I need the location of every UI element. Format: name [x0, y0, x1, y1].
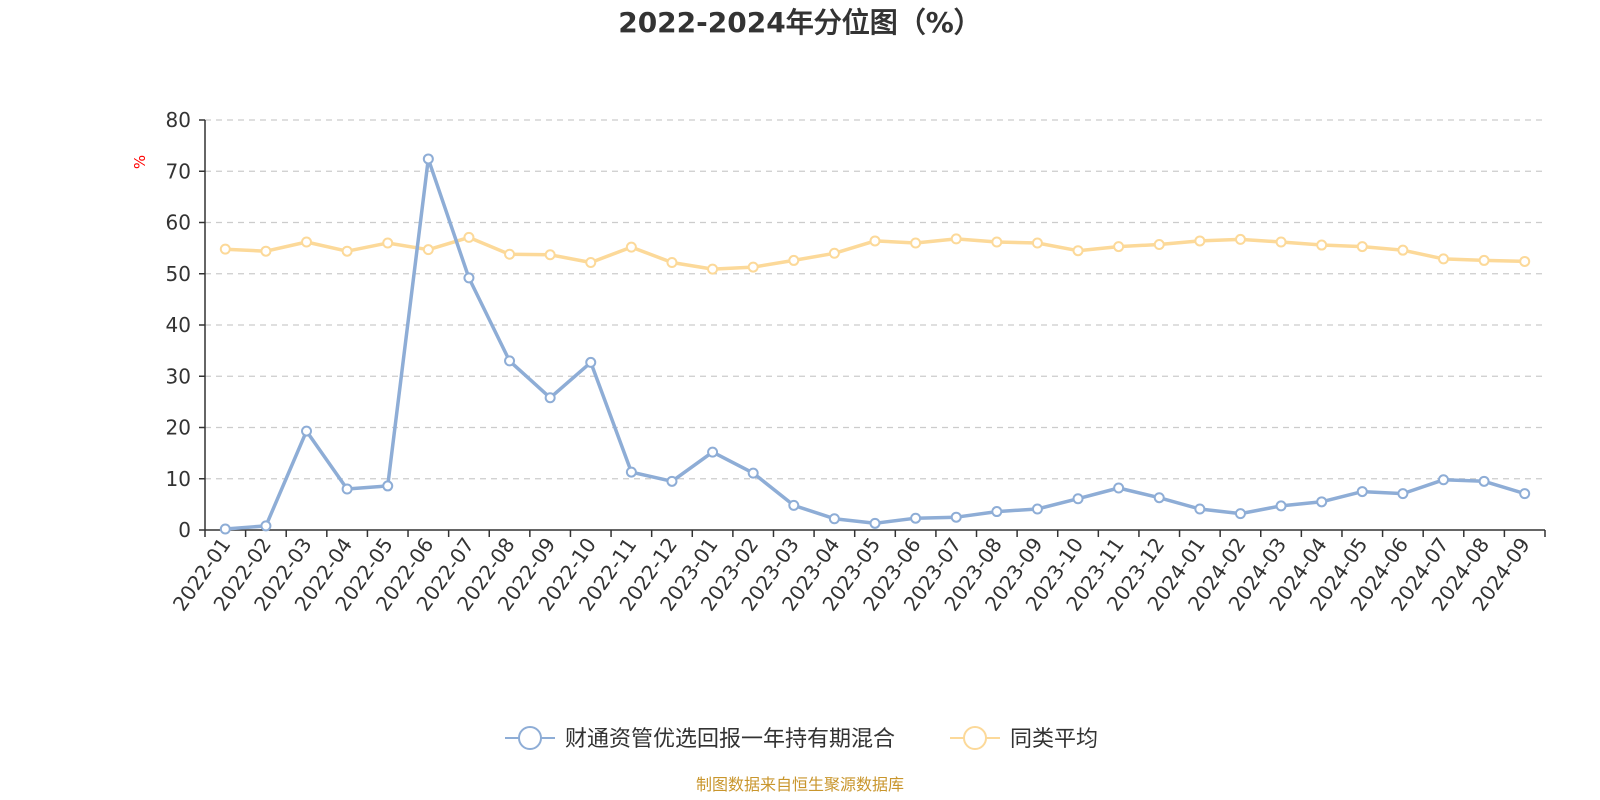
data-point[interactable] — [585, 256, 597, 268]
data-point[interactable] — [1194, 503, 1206, 515]
x-axis-ticks: 2022-012022-022022-032022-042022-052022-… — [168, 530, 1546, 615]
data-point[interactable] — [1356, 241, 1368, 253]
y-axis-ticks: 0 10 20 30 40 50 60 70 80 — [166, 108, 205, 542]
data-point[interactable] — [463, 231, 475, 243]
data-point[interactable] — [1437, 474, 1449, 486]
y-tick-label: 80 — [166, 108, 191, 132]
data-point[interactable] — [747, 467, 759, 479]
data-point[interactable] — [869, 517, 881, 529]
data-point[interactable] — [1234, 508, 1246, 520]
data-point[interactable] — [382, 237, 394, 249]
source-note: 制图数据来自恒生聚源数据库 — [696, 775, 904, 794]
data-point[interactable] — [1072, 245, 1084, 257]
data-point[interactable] — [463, 272, 475, 284]
data-point[interactable] — [1519, 488, 1531, 500]
data-point[interactable] — [260, 520, 272, 532]
data-point[interactable] — [1031, 237, 1043, 249]
data-point[interactable] — [1275, 500, 1287, 512]
data-point[interactable] — [422, 153, 434, 165]
data-point[interactable] — [991, 506, 1003, 518]
data-point[interactable] — [1153, 239, 1165, 251]
data-point[interactable] — [1397, 244, 1409, 256]
grid-lines — [205, 119, 1545, 480]
data-point[interactable] — [1316, 239, 1328, 251]
data-point[interactable] — [1478, 475, 1490, 487]
data-point[interactable] — [625, 241, 637, 253]
data-point[interactable] — [910, 512, 922, 524]
data-point[interactable] — [788, 254, 800, 266]
y-axis-unit-label: % — [131, 155, 149, 169]
data-point[interactable] — [1031, 503, 1043, 515]
y-tick-label: 0 — [178, 518, 191, 542]
data-point[interactable] — [544, 249, 556, 261]
y-tick-label: 20 — [166, 416, 191, 440]
data-point[interactable] — [422, 244, 434, 256]
chart-title: 2022-2024年分位图（%） — [618, 6, 982, 39]
data-point[interactable] — [219, 243, 231, 255]
data-point[interactable] — [828, 247, 840, 259]
data-point[interactable] — [544, 392, 556, 404]
data-point[interactable] — [666, 256, 678, 268]
data-point[interactable] — [301, 236, 313, 248]
data-point[interactable] — [950, 233, 962, 245]
data-point[interactable] — [707, 263, 719, 275]
data-point[interactable] — [341, 483, 353, 495]
data-point[interactable] — [1437, 253, 1449, 265]
series-line — [225, 157, 1526, 531]
legend-label: 财通资管优选回报一年持有期混合 — [565, 727, 895, 752]
data-point[interactable] — [382, 480, 394, 492]
data-point[interactable] — [585, 356, 597, 368]
data-point[interactable] — [504, 248, 516, 260]
data-point[interactable] — [1234, 233, 1246, 245]
series-1 — [219, 231, 1531, 275]
data-point[interactable] — [1194, 235, 1206, 247]
data-point[interactable] — [301, 425, 313, 437]
legend-item-1[interactable]: 同类平均 — [950, 726, 1098, 752]
data-point[interactable] — [950, 511, 962, 523]
data-point[interactable] — [1113, 482, 1125, 494]
data-point[interactable] — [910, 237, 922, 249]
y-tick-label: 40 — [166, 313, 191, 337]
data-point[interactable] — [1519, 255, 1531, 267]
series-0 — [219, 153, 1531, 535]
legend-item-0[interactable]: 财通资管优选回报一年持有期混合 — [505, 726, 895, 752]
data-point[interactable] — [625, 466, 637, 478]
legend: 财通资管优选回报一年持有期混合 同类平均 — [505, 726, 1098, 752]
data-point[interactable] — [1275, 236, 1287, 248]
data-point[interactable] — [504, 355, 516, 367]
series-layer — [219, 153, 1531, 535]
y-tick-label: 60 — [166, 211, 191, 235]
data-point[interactable] — [1072, 493, 1084, 505]
data-point[interactable] — [707, 446, 719, 458]
legend-label: 同类平均 — [1010, 727, 1098, 752]
legend-marker — [518, 726, 542, 750]
data-point[interactable] — [869, 235, 881, 247]
y-tick-label: 70 — [166, 159, 191, 183]
data-point[interactable] — [747, 261, 759, 273]
data-point[interactable] — [260, 245, 272, 257]
y-tick-label: 10 — [166, 467, 191, 491]
y-tick-label: 50 — [166, 262, 191, 286]
data-point[interactable] — [341, 245, 353, 257]
data-point[interactable] — [1153, 492, 1165, 504]
y-tick-label: 30 — [166, 364, 191, 388]
legend-marker — [963, 726, 987, 750]
data-point[interactable] — [1478, 254, 1490, 266]
data-point[interactable] — [1316, 496, 1328, 508]
data-point[interactable] — [788, 499, 800, 511]
data-point[interactable] — [991, 236, 1003, 248]
data-point[interactable] — [1397, 488, 1409, 500]
data-point[interactable] — [828, 513, 840, 525]
data-point[interactable] — [1356, 486, 1368, 498]
data-point[interactable] — [219, 523, 231, 535]
data-point[interactable] — [666, 475, 678, 487]
data-point[interactable] — [1113, 241, 1125, 253]
